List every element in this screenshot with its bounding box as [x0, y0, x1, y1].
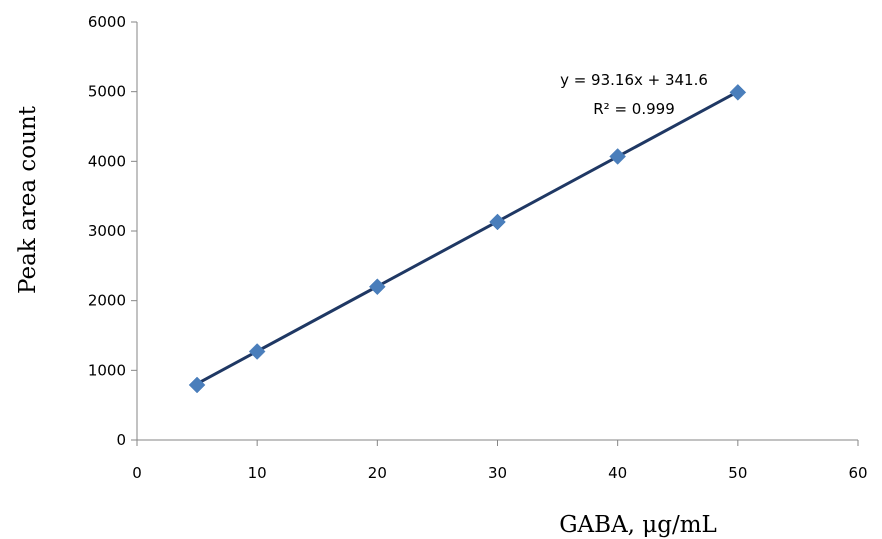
- data-point-diamond: [489, 213, 506, 231]
- trendline-equation: y = 93.16x + 341.6: [560, 71, 708, 89]
- y-tick-label: 1000: [88, 361, 126, 379]
- y-axis-title: Peak area count: [15, 105, 41, 294]
- x-tick-label: 50: [728, 464, 747, 482]
- trendline-layer: [196, 90, 739, 386]
- y-tick-label: 6000: [88, 13, 126, 31]
- x-tick-label: 20: [368, 464, 387, 482]
- x-tick-label: 60: [848, 464, 867, 482]
- data-point-diamond: [248, 343, 266, 360]
- x-tick-label: 40: [608, 464, 627, 482]
- x-tick-label: 10: [248, 464, 267, 482]
- trendline: [196, 90, 739, 386]
- y-tick-label: 5000: [88, 83, 126, 101]
- x-tick-label: 0: [132, 464, 142, 482]
- x-tick-label: 30: [488, 464, 507, 482]
- y-tick-label: 0: [116, 431, 126, 449]
- y-tick-label: 4000: [88, 152, 126, 170]
- y-tick-label: 2000: [88, 292, 126, 310]
- x-axis: 0 10 20 30 40 50 60: [132, 439, 868, 482]
- y-tick-label: 3000: [88, 222, 126, 240]
- data-point-diamond: [368, 278, 386, 296]
- data-points: [188, 84, 747, 394]
- data-point-diamond: [609, 148, 627, 165]
- data-point-diamond: [729, 84, 747, 101]
- x-axis-title: GABA, μg/mL: [559, 512, 717, 538]
- data-point-diamond: [188, 376, 206, 394]
- y-axis: 0 1000 2000 3000 4000 5000 6000: [88, 13, 138, 449]
- r-squared-label: R² = 0.999: [593, 100, 674, 118]
